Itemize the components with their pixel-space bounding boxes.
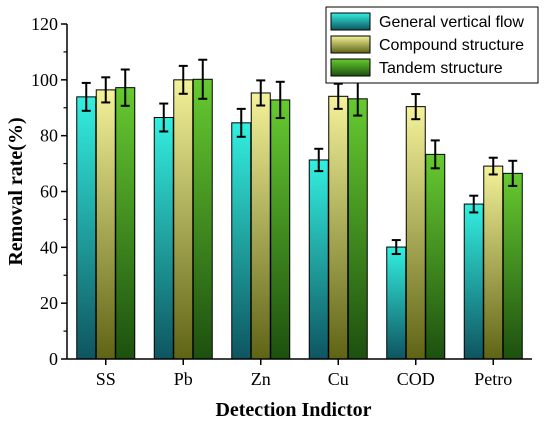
x-tick-label: COD: [397, 369, 435, 389]
bar-cod-series0: [386, 246, 407, 360]
legend-label-series2: Tandem structure: [379, 60, 503, 77]
bar-ss-series1: [95, 89, 116, 360]
bars-layer: [76, 78, 523, 360]
y-tick-label: 60: [40, 182, 58, 202]
bar-pb-series1: [173, 79, 194, 360]
x-tick-label: Petro: [474, 369, 512, 389]
legend-label-series0: General vertical flow: [379, 14, 524, 31]
bar-cu-series0: [308, 159, 329, 360]
bar-zn-series0: [231, 122, 252, 360]
bar-cod-series1: [405, 106, 426, 360]
legend-label-series1: Compound structure: [379, 37, 524, 54]
bar-petro-series2: [502, 172, 523, 360]
bar-zn-series2: [270, 99, 291, 360]
y-tick-label: 0: [49, 349, 58, 369]
error-bars-layer: [81, 58, 518, 256]
bar-ss-series2: [115, 87, 136, 360]
bar-petro-series1: [483, 165, 504, 360]
x-axis-title: Detection Indictor: [215, 399, 371, 421]
bar-petro-series0: [463, 203, 484, 360]
bar-ss-series0: [76, 96, 97, 360]
y-tick-label: 20: [40, 293, 58, 313]
legend-swatch-series2: [330, 58, 371, 77]
y-tick-label: 120: [31, 14, 58, 34]
x-tick-label: SS: [96, 369, 116, 389]
y-tick-label: 100: [31, 70, 58, 90]
x-tick-label: Pb: [174, 369, 193, 389]
axes-layer: SS Pb Zn Cu COD Petro 0 20 40 60 80 100 120: [31, 14, 532, 389]
y-tick-label: 40: [40, 237, 58, 257]
x-tick-label: Cu: [328, 369, 349, 389]
bar-cod-series2: [425, 153, 446, 360]
legend-swatch-series0: [330, 12, 371, 31]
legend: General vertical flow Compound structure T…: [325, 6, 539, 84]
legend-swatch-series1: [330, 35, 371, 54]
x-tick-label: Zn: [251, 369, 271, 389]
bar-zn-series1: [250, 92, 271, 360]
bar-cu-series2: [347, 98, 368, 360]
y-tick-label: 80: [40, 126, 58, 146]
bar-pb-series0: [153, 117, 174, 360]
bar-pb-series2: [192, 78, 213, 360]
bar-cu-series1: [328, 95, 349, 360]
y-axis-title: Removal rate(%): [5, 117, 27, 265]
